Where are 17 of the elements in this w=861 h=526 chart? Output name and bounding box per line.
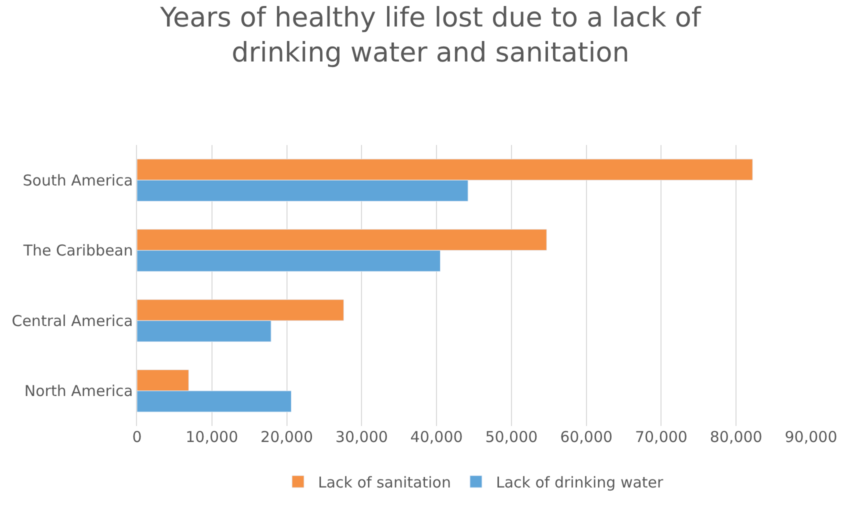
x-tick-label: 0 [132, 428, 142, 446]
x-tick-label: 60,000 [560, 428, 613, 446]
y-tick-label: South America [22, 171, 133, 190]
x-tick-label: 20,000 [260, 428, 314, 446]
legend-label: Lack of drinking water [496, 473, 664, 492]
y-tick-label: North America [24, 382, 133, 400]
x-tick-label: 80,000 [710, 428, 762, 446]
x-tick-label: 70,000 [634, 428, 688, 446]
x-tick-label: 40,000 [410, 428, 463, 446]
x-tick-label: 10,000 [186, 428, 238, 446]
chart-title: Years of healthy life lost due to a lack of drinking water and sanitation [159, 2, 702, 68]
y-tick-label: Central America [12, 312, 133, 330]
x-tick-label: 90,000 [784, 428, 838, 446]
y-tick-label: The Caribbean [22, 242, 133, 260]
legend-label: Lack of sanitation [318, 473, 451, 492]
x-tick-label: 50,000 [485, 428, 538, 446]
x-tick-label: 30,000 [335, 428, 388, 446]
